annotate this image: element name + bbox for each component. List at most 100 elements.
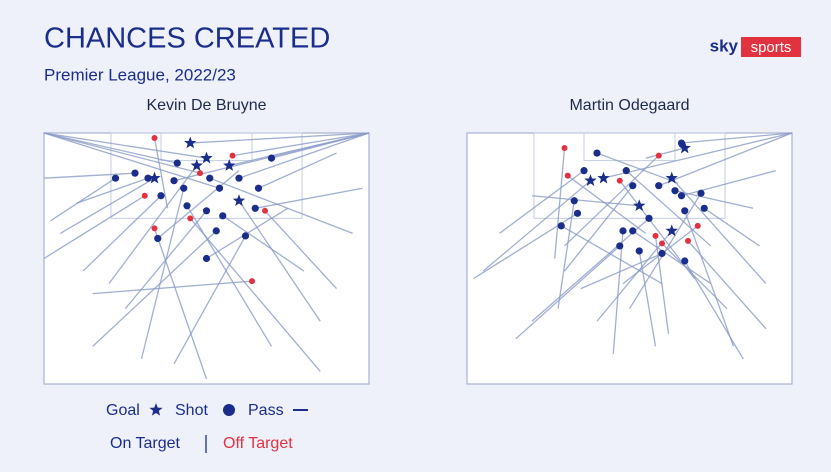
pass-line <box>50 177 116 222</box>
shot-marker <box>187 215 194 222</box>
shot-marker <box>573 209 582 217</box>
shot-marker <box>681 257 689 265</box>
player-name: Martin Odegaard <box>569 97 689 114</box>
goal-marker <box>232 194 246 207</box>
pass-line <box>557 200 575 309</box>
shot-marker <box>652 232 659 239</box>
title: CHANCES CREATED <box>44 23 330 55</box>
pass-line <box>43 132 220 189</box>
shot-marker <box>694 222 701 229</box>
pass-line <box>43 172 136 179</box>
pass-line <box>173 235 247 365</box>
pass-line <box>632 230 712 285</box>
shot-marker <box>229 152 236 159</box>
shot-marker <box>202 207 211 215</box>
shot-marker <box>629 227 637 235</box>
logo-box <box>741 37 801 57</box>
shot-marker <box>212 227 220 235</box>
shot-marker <box>157 192 165 200</box>
shot-marker <box>131 169 139 177</box>
pass-line <box>264 210 337 290</box>
pass-line <box>186 205 273 347</box>
pass-line <box>190 132 370 144</box>
logo-sky: sky <box>710 36 739 55</box>
pass-line <box>157 170 240 239</box>
shot-marker <box>557 222 565 230</box>
shot-marker <box>144 174 152 182</box>
shot-marker <box>700 204 708 212</box>
pass-line <box>658 132 793 187</box>
shot-marker <box>170 177 178 185</box>
shot-marker <box>685 237 691 244</box>
pass-line <box>625 170 712 247</box>
pass-line <box>222 215 305 272</box>
shot-marker <box>681 207 689 215</box>
pass-line <box>645 147 685 159</box>
shot-marker <box>564 172 571 179</box>
shot-marker <box>254 184 263 192</box>
pass-line <box>189 217 321 372</box>
shot-marker <box>202 254 211 263</box>
legend-off-target: Off Target <box>223 435 293 452</box>
legend-dot-icon <box>223 404 235 416</box>
shot-marker <box>251 204 259 212</box>
pass-line <box>687 240 767 330</box>
pass-line <box>209 177 353 235</box>
pass-line <box>482 180 591 272</box>
pass-line <box>153 228 208 380</box>
shot-marker <box>645 214 653 222</box>
goal-marker <box>665 171 678 184</box>
shot-marker <box>151 225 158 232</box>
shot-marker <box>677 139 686 147</box>
legend-star-icon <box>149 403 163 416</box>
pitch-panel: Kevin De Bruyne <box>43 97 370 385</box>
pass-line <box>654 235 670 334</box>
goal-marker <box>678 141 691 154</box>
shot-marker <box>249 278 255 285</box>
shot-marker <box>629 182 637 190</box>
pass-line <box>603 132 793 179</box>
pass-line <box>684 210 735 347</box>
goal-marker <box>223 159 236 171</box>
shot-marker <box>655 152 662 159</box>
pass-line <box>671 177 767 285</box>
shot-marker <box>151 135 158 142</box>
subtitle: Premier League, 2022/23 <box>44 65 236 84</box>
pass-line <box>684 260 744 360</box>
pass-line <box>238 132 370 179</box>
goal-marker <box>190 159 203 171</box>
shot-marker <box>154 234 162 243</box>
pass-line <box>515 245 621 340</box>
shot-marker <box>219 212 227 220</box>
shot-marker <box>173 159 181 167</box>
shot-marker <box>141 192 148 199</box>
pass-line <box>612 230 624 354</box>
pass-line <box>82 195 162 272</box>
legend-on-target: On Target <box>110 435 181 452</box>
shot-marker <box>697 189 705 197</box>
pass-line <box>59 177 155 234</box>
pass-line <box>661 242 728 310</box>
shot-marker <box>655 182 663 190</box>
shot-marker <box>197 170 203 177</box>
goal-marker <box>584 174 597 186</box>
pass-line <box>43 195 146 260</box>
shot-marker <box>677 192 686 200</box>
shot-marker <box>622 167 630 175</box>
pass-line <box>564 155 660 247</box>
shot-marker <box>111 174 120 182</box>
goal-marker <box>200 151 213 164</box>
pass-line <box>681 132 793 144</box>
legend-goal: Goal <box>106 402 140 419</box>
pass-line <box>499 170 585 234</box>
goal-marker <box>597 171 610 184</box>
pass-line <box>43 132 201 174</box>
shot-marker <box>659 240 665 247</box>
pass-line <box>531 195 640 207</box>
goal-marker <box>148 171 161 184</box>
shot-marker <box>267 154 276 162</box>
pass-line <box>238 200 321 322</box>
logo-sports: sports <box>751 39 792 56</box>
shot-marker <box>671 187 679 195</box>
